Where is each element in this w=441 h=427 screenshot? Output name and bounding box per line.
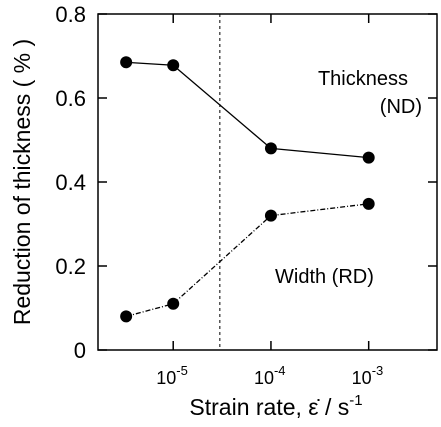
y-tick-label-0: 0 bbox=[74, 338, 86, 363]
y-tick-label-2: 0.4 bbox=[55, 170, 86, 195]
x-axis-label: Strain rate, ε̇ / s-1 bbox=[189, 392, 362, 420]
y-axis-label: Reduction of thickness ( % ) bbox=[9, 39, 35, 325]
series-1-point-2 bbox=[264, 209, 277, 222]
annotation-0-line-0: Thickness bbox=[318, 68, 408, 90]
plot-frame bbox=[97, 13, 438, 351]
series-0-point-3 bbox=[362, 151, 375, 164]
annotation-1-line-0: Width (RD) bbox=[275, 266, 374, 288]
series-0-point-0 bbox=[120, 56, 133, 69]
series-0-point-1 bbox=[167, 59, 180, 72]
y-tick-label-1: 0.2 bbox=[55, 254, 86, 279]
series-0-line bbox=[126, 61, 369, 159]
series-0-point-2 bbox=[264, 142, 277, 155]
series-1-point-0 bbox=[120, 310, 133, 323]
y-tick-label-3: 0.6 bbox=[55, 86, 86, 111]
x-tick-label-2: 10-3 bbox=[352, 363, 384, 388]
x-tick-label-0: 10-5 bbox=[156, 363, 188, 388]
series-1-line bbox=[126, 203, 369, 318]
x-tick-label-1: 10-4 bbox=[254, 363, 286, 388]
y-tick-label-4: 0.8 bbox=[55, 2, 86, 27]
series-1-point-3 bbox=[362, 197, 375, 210]
annotation-0-line-1: (ND) bbox=[380, 96, 422, 118]
series-1-point-1 bbox=[167, 297, 180, 310]
